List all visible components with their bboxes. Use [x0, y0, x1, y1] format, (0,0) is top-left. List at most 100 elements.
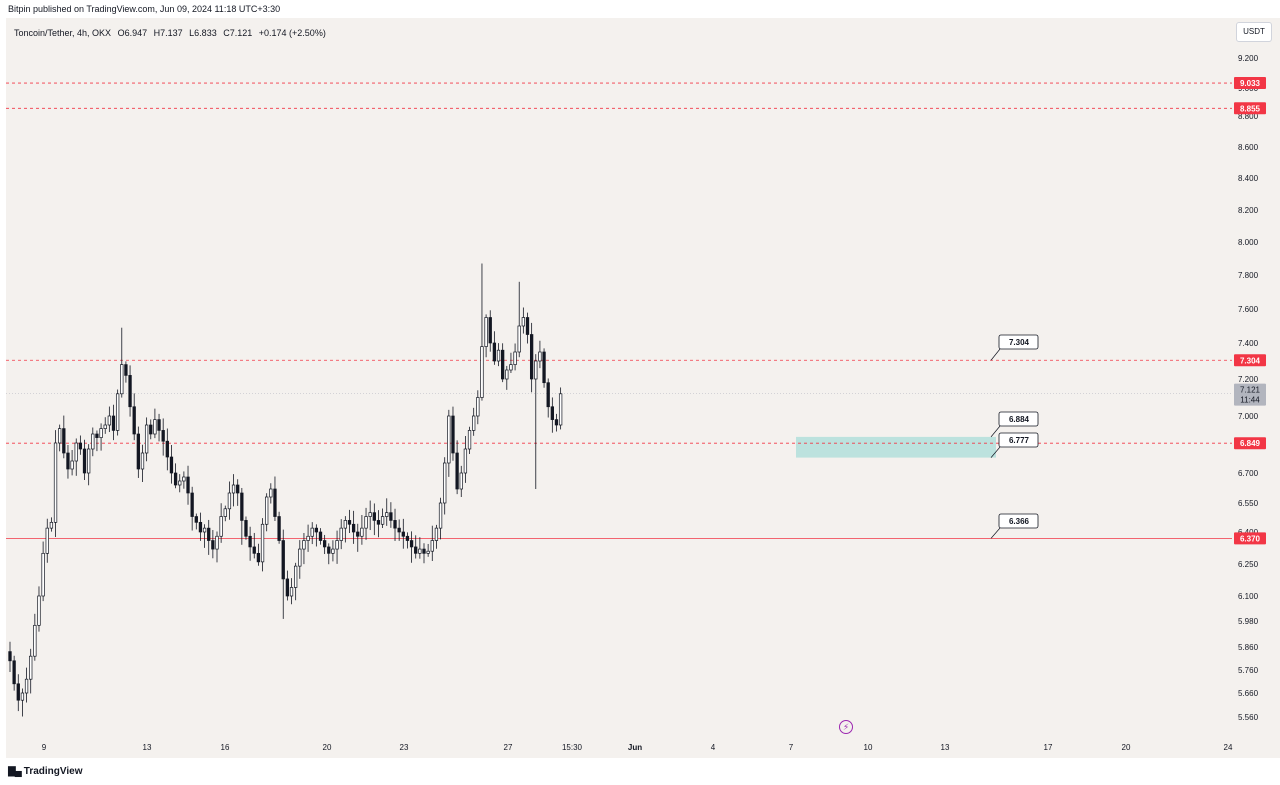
lightning-bolt-icon[interactable]: ⚡ [839, 720, 853, 734]
x-tick-label: 4 [711, 743, 716, 752]
candle-body [505, 369, 509, 380]
callout-box[interactable] [998, 513, 1039, 529]
callout-pointer [990, 446, 1001, 458]
candle-body [509, 364, 513, 371]
y-tick-label: 7.000 [1238, 412, 1259, 421]
callout-box[interactable] [998, 411, 1039, 427]
candle-body [414, 546, 418, 554]
candle-body [430, 540, 434, 552]
candle-body [58, 428, 62, 444]
candle-body [385, 512, 389, 517]
candle-body [165, 440, 169, 458]
candle-body [294, 565, 298, 588]
candle-body [364, 516, 368, 529]
candle-body [149, 424, 153, 435]
candle-body [521, 317, 526, 327]
candle-body [426, 550, 430, 554]
candle-body [480, 346, 484, 398]
level-price-tag [1234, 77, 1266, 90]
candle-body [306, 535, 310, 541]
candle-body [144, 424, 149, 454]
candle-body [351, 523, 356, 533]
candle-body [356, 531, 360, 537]
candle-body [335, 540, 339, 550]
candle-body [33, 624, 37, 657]
candle-body [190, 492, 194, 517]
y-tick-label: 6.700 [1238, 469, 1259, 478]
candle-body [136, 433, 140, 470]
y-tick-label: 8.400 [1238, 174, 1259, 183]
candle-body [153, 419, 157, 435]
current-price-tag [1234, 383, 1266, 406]
callout-label: 6.884 [1009, 415, 1030, 424]
candle-body [173, 472, 178, 486]
x-tick-label: 17 [1044, 743, 1053, 752]
level-price-tag [1234, 532, 1266, 545]
candle-body [157, 419, 161, 431]
candle-body [343, 520, 347, 529]
y-tick-label: 7.400 [1238, 339, 1259, 348]
brand-label: TradingView [23, 766, 83, 777]
callout-box[interactable] [998, 432, 1039, 448]
candle-body [215, 535, 219, 550]
candle-body [66, 452, 70, 470]
footer: ▇▄ TradingView [0, 758, 1280, 785]
countdown-label: 11:44 [1240, 396, 1260, 405]
candle-body [472, 415, 476, 431]
candle-body [182, 476, 186, 482]
y-tick-label: 8.000 [1238, 238, 1259, 247]
candle-body [260, 523, 265, 563]
candle-body [405, 535, 410, 541]
ohlc-high: H7.137 [153, 28, 183, 38]
symbol-legend: Toncoin/Tether, 4h, OKX O6.947 H7.137 L6… [14, 28, 330, 38]
candle-body [252, 546, 256, 554]
y-tick-label: 6.100 [1238, 592, 1259, 601]
candle-body [517, 325, 521, 353]
x-tick-label: 15:30 [562, 743, 583, 752]
candle-body [211, 540, 215, 550]
candle-body [29, 655, 33, 680]
candle-body [99, 428, 103, 438]
candle-body [120, 364, 124, 395]
candle-body [372, 512, 376, 521]
candle-body [12, 660, 16, 685]
y-tick-label: 5.860 [1238, 643, 1259, 652]
chart-area[interactable] [6, 18, 1232, 758]
candle-body [124, 364, 128, 376]
candle-body [87, 448, 91, 474]
candle-body [140, 452, 145, 470]
candle-body [525, 317, 530, 335]
candle-body [529, 334, 534, 380]
ohlc-change: +0.174 (+2.50%) [258, 28, 326, 38]
candle-body [8, 651, 12, 662]
candle-body [554, 419, 559, 426]
candle-body [397, 527, 401, 533]
candle-body [550, 406, 554, 420]
callout-box[interactable] [998, 334, 1039, 350]
callout-label: 7.304 [1009, 338, 1030, 347]
candle-body [542, 351, 546, 384]
tradingview-logo[interactable]: ▇▄ TradingView [8, 766, 83, 777]
candle-body [62, 428, 66, 454]
currency-button[interactable]: USDT [1236, 22, 1272, 42]
support-zone[interactable] [796, 436, 996, 458]
candle-body [16, 683, 20, 701]
candles [8, 263, 563, 717]
candle-body [401, 531, 405, 537]
level-price-label: 6.370 [1240, 534, 1261, 543]
level-price-label: 9.033 [1240, 79, 1261, 88]
candle-body [393, 520, 397, 529]
candle-body [244, 520, 248, 537]
candle-body [322, 540, 327, 548]
candle-body [70, 460, 74, 470]
y-tick-label: 5.760 [1238, 666, 1259, 675]
level-price-tag [1234, 354, 1266, 367]
candle-body [459, 472, 463, 490]
candle-body [281, 540, 285, 580]
candle-body [538, 351, 542, 362]
candle-body [376, 520, 381, 525]
ohlc-open: O6.947 [117, 28, 148, 38]
candle-body [248, 535, 252, 548]
candle-body [178, 480, 182, 486]
